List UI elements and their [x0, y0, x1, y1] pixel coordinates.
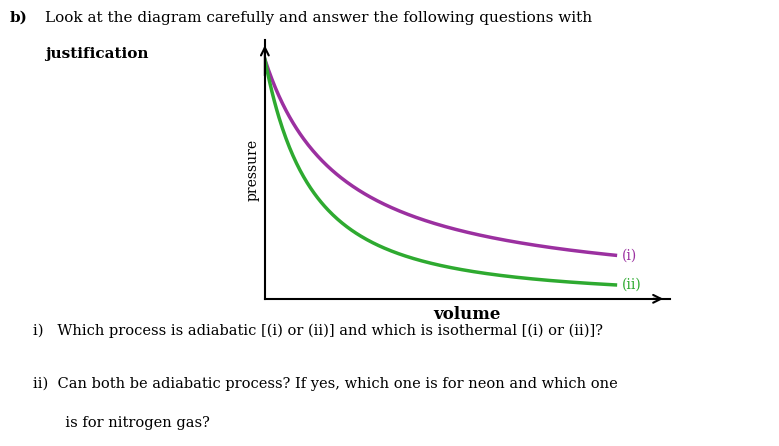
Text: is for nitrogen gas?: is for nitrogen gas?	[33, 416, 210, 429]
Text: b): b)	[9, 11, 27, 25]
Text: ii)  Can both be adiabatic process? If yes, which one is for neon and which one: ii) Can both be adiabatic process? If ye…	[33, 377, 618, 391]
Text: (ii): (ii)	[622, 278, 641, 292]
X-axis label: volume: volume	[434, 306, 501, 323]
Text: justification: justification	[45, 47, 149, 61]
Text: (i): (i)	[622, 248, 637, 262]
Text: Look at the diagram carefully and answer the following questions with: Look at the diagram carefully and answer…	[45, 11, 592, 25]
Y-axis label: pressure: pressure	[245, 138, 259, 201]
Text: i)   Which process is adiabatic [(i) or (ii)] and which is isothermal [(i) or (i: i) Which process is adiabatic [(i) or (i…	[33, 323, 603, 338]
